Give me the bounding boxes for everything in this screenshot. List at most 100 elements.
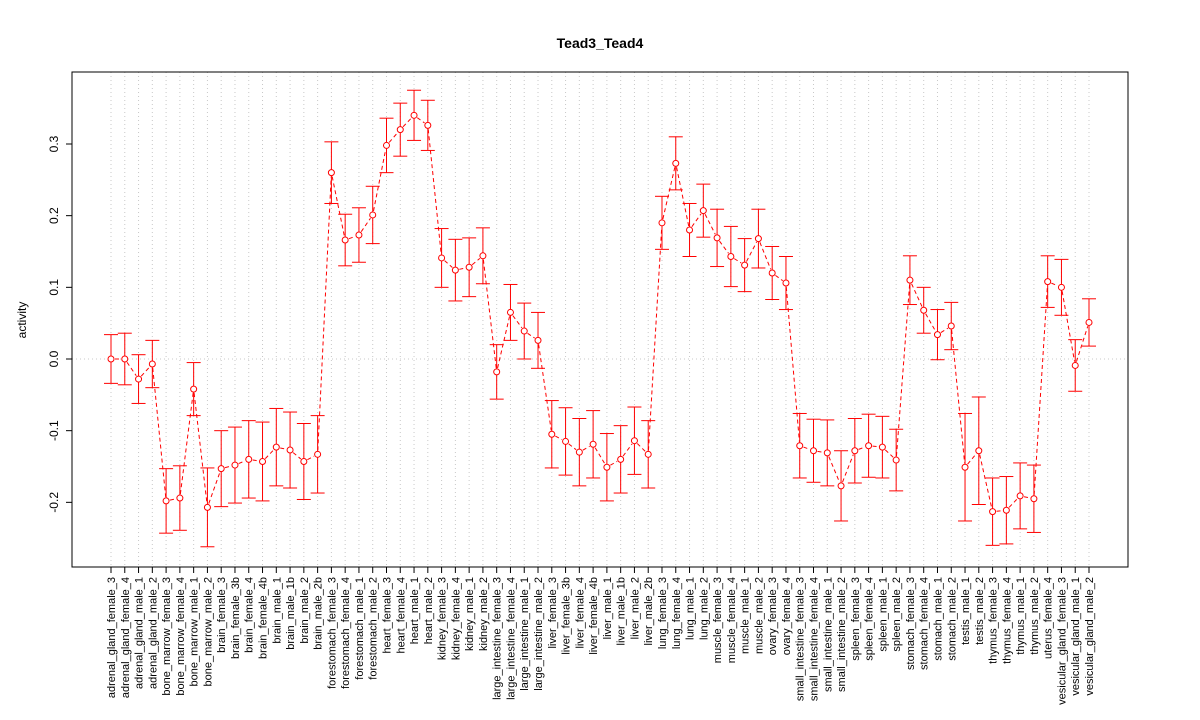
series-segment	[307, 455, 315, 461]
series-segment	[817, 450, 824, 453]
data-point	[865, 442, 873, 450]
data-point	[961, 463, 969, 471]
series-segment	[1051, 282, 1058, 287]
data-point	[768, 269, 776, 277]
data-point	[438, 254, 446, 262]
data-point	[1044, 278, 1052, 286]
x-tick-label: large_intestine_male_1	[519, 577, 531, 691]
x-tick-label: brain_male_2b	[313, 577, 325, 650]
x-tick-label: brain_female_4b	[258, 577, 270, 659]
series-segment	[252, 459, 259, 462]
data-point	[493, 368, 501, 376]
series-segment	[388, 132, 399, 143]
data-point	[1030, 495, 1038, 503]
data-point	[107, 355, 115, 363]
x-tick-label: forestomach_male_2	[368, 577, 380, 680]
x-tick-label: liver_female_3	[547, 577, 559, 649]
data-point	[479, 252, 487, 260]
series-segment	[482, 259, 497, 368]
series-segment	[775, 274, 784, 282]
x-tick-label: bone_marrow_male_2	[202, 577, 214, 686]
data-point	[1071, 361, 1079, 369]
data-point	[1002, 506, 1010, 514]
series-segment	[662, 167, 676, 220]
x-tick-label: kidney_female_4	[450, 577, 462, 660]
data-point	[617, 455, 625, 463]
x-tick-label: adrenal_gland_male_2	[147, 577, 159, 689]
x-tick-label: muscle_male_2	[753, 577, 765, 654]
data-point	[823, 449, 831, 457]
series-segment	[719, 240, 729, 254]
x-tick-label: small_intestine_male_2	[836, 577, 848, 692]
data-point	[1085, 318, 1093, 326]
x-tick-label: bone_marrow_female_3	[161, 577, 173, 696]
data-point	[699, 207, 707, 215]
x-tick-label: large_intestine_male_2	[533, 577, 545, 691]
data-point	[410, 111, 418, 119]
data-point	[176, 494, 184, 502]
series-activity	[104, 89, 1096, 548]
data-point	[782, 279, 790, 287]
data-point	[396, 126, 404, 134]
data-point	[548, 430, 556, 438]
x-tick-label: liver_male_2b	[643, 577, 655, 645]
series-segment	[444, 260, 453, 268]
grid-lines	[72, 72, 1128, 567]
series-segment	[622, 443, 633, 457]
series-segment	[224, 465, 232, 469]
x-tick-label: spleen_female_3	[850, 577, 862, 661]
data-point	[162, 497, 170, 505]
x-tick-label: brain_male_1b	[285, 577, 297, 650]
x-tick-label: adrenal_gland_male_1	[134, 577, 146, 689]
series-segment	[527, 332, 535, 339]
series-segment	[348, 235, 356, 240]
series-segment	[427, 129, 442, 255]
x-tick-label: liver_male_2	[629, 577, 641, 639]
x-tick-label: brain_female_3	[216, 577, 228, 653]
plot-frame	[71, 71, 1129, 568]
x-tick-label: muscle_female_3	[712, 577, 724, 663]
data-point	[906, 276, 914, 284]
data-point	[754, 235, 762, 243]
data-point	[630, 437, 638, 445]
data-point	[451, 266, 459, 274]
data-point	[148, 360, 156, 368]
series-segment	[996, 510, 1003, 512]
x-tick-label: heart_female_4	[395, 577, 407, 653]
x-tick-label: adrenal_gland_female_4	[120, 577, 132, 698]
series-segment	[360, 217, 371, 232]
series-segment	[842, 454, 854, 483]
series-segment	[512, 315, 523, 329]
data-point	[314, 450, 322, 458]
data-point	[1016, 492, 1024, 500]
data-point	[203, 503, 211, 511]
x-tick-label: lung_male_1	[685, 577, 697, 640]
x-tick-label: testis_male_1	[960, 577, 972, 645]
data-point	[520, 327, 528, 335]
data-point	[1057, 283, 1065, 291]
x-tick-label: liver_female_4	[574, 577, 586, 649]
x-tick-label: vesicular_gland_female_3	[1056, 577, 1068, 705]
data-point	[713, 234, 721, 242]
series-segment	[676, 167, 690, 227]
series-segment	[895, 284, 911, 457]
x-tick-label: brain_male_1	[271, 577, 283, 644]
x-tick-label: heart_female_3	[381, 577, 393, 653]
series-segment	[746, 241, 758, 262]
x-tick-label: stomach_female_4	[919, 577, 931, 670]
series-segment	[555, 435, 563, 441]
x-tick-label: brain_female_4	[244, 577, 256, 653]
x-tick-label: spleen_male_1	[877, 577, 889, 652]
data-point	[933, 331, 941, 339]
data-point	[686, 226, 694, 234]
series-segment	[872, 445, 879, 448]
series-segment	[416, 117, 425, 124]
data-point	[989, 508, 997, 516]
data-point	[603, 463, 611, 471]
data-point	[217, 465, 225, 473]
series-segment	[940, 327, 949, 333]
x-tick-label: forestomach_female_4	[340, 577, 352, 689]
x-tick-label: testis_male_2	[974, 577, 986, 645]
series-segment	[238, 460, 246, 464]
